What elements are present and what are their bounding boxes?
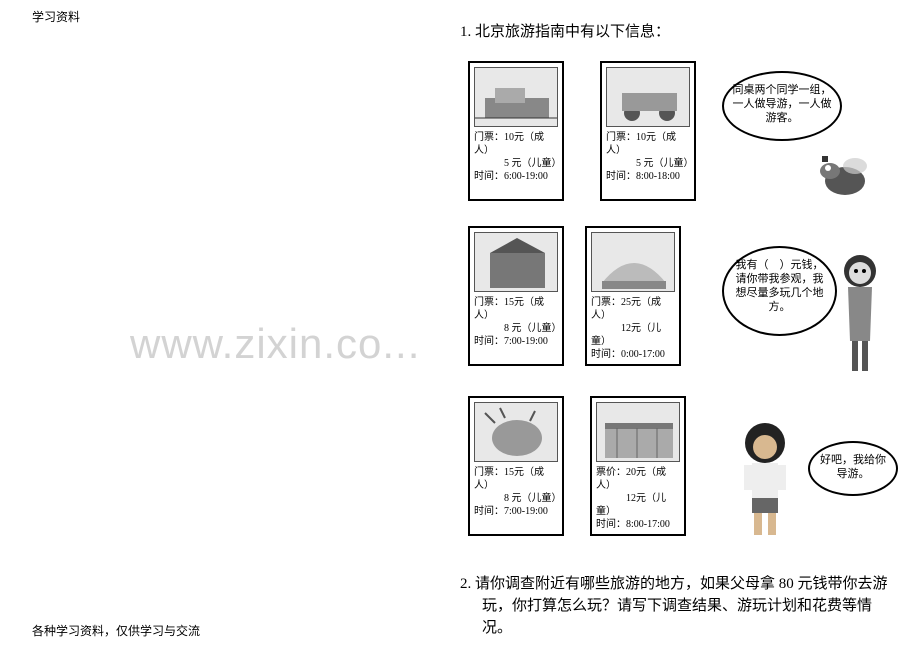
speech-bubble-girl: 我有（ ）元钱，请你带我参观，我想尽量多玩几个地方。 bbox=[722, 246, 837, 336]
card-line: 8 元（儿童） bbox=[474, 492, 558, 505]
info-card: 门票：15元（成人） 8 元（儿童） 时间：7:00-19:00 bbox=[468, 226, 564, 366]
card-line: 12元（儿童） bbox=[591, 322, 675, 348]
info-card: 门票：25元（成人） 12元（儿童） 时间：0:00-17:00 bbox=[585, 226, 681, 366]
card-image-icon bbox=[474, 67, 558, 127]
q2-line: 2. 请你调查附近有哪些旅游的地方，如果父母拿 80 元钱带你去游 bbox=[460, 576, 888, 592]
card-line: 时间：7:00-19:00 bbox=[474, 335, 558, 348]
card-line: 时间：8:00-18:00 bbox=[606, 170, 690, 183]
card-image-icon bbox=[474, 232, 558, 292]
card-line: 门票：15元（成人） bbox=[474, 466, 558, 492]
info-card: 票价：20元（成人） 12元（儿童） 时间：8:00-17:00 bbox=[590, 396, 686, 536]
content-area: 1. 北京旅游指南中有以下信息： 门票：10元（成人） 5 元（儿童） 时间：6… bbox=[460, 20, 910, 571]
card-line: 时间：0:00-17:00 bbox=[591, 348, 675, 361]
boy-character-icon bbox=[730, 421, 790, 531]
card-image-icon bbox=[474, 402, 558, 462]
card-line: 8 元（儿童） bbox=[474, 322, 558, 335]
card-line: 门票：10元（成人） bbox=[606, 131, 690, 157]
watermark-text: www.zixin.co... bbox=[130, 320, 420, 368]
card-image-icon bbox=[591, 232, 675, 292]
card-line: 票价：20元（成人） bbox=[596, 466, 680, 492]
card-line: 5 元（儿童） bbox=[474, 157, 558, 170]
info-card: 门票：10元（成人） 5 元（儿童） 时间：6:00-19:00 bbox=[468, 61, 564, 201]
card-line: 12元（儿童） bbox=[596, 492, 680, 518]
speech-bubble-boy: 好吧，我给你导游。 bbox=[808, 441, 898, 496]
card-line: 时间：8:00-17:00 bbox=[596, 518, 680, 531]
card-line: 时间：7:00-19:00 bbox=[474, 505, 558, 518]
bee-character-icon bbox=[810, 146, 870, 196]
card-line: 门票：25元（成人） bbox=[591, 296, 675, 322]
question-1-title: 1. 北京旅游指南中有以下信息： bbox=[460, 20, 910, 41]
card-image-icon bbox=[606, 67, 690, 127]
girl-character-icon bbox=[830, 251, 890, 371]
question-2: 2. 请你调查附近有哪些旅游的地方，如果父母拿 80 元钱带你去游 玩，你打算怎… bbox=[460, 573, 900, 639]
info-card: 门票：15元（成人） 8 元（儿童） 时间：7:00-19:00 bbox=[468, 396, 564, 536]
card-line: 门票：15元（成人） bbox=[474, 296, 558, 322]
info-card: 门票：10元（成人） 5 元（儿童） 时间：8:00-18:00 bbox=[600, 61, 696, 201]
card-image-icon bbox=[596, 402, 680, 462]
card-line: 时间：6:00-19:00 bbox=[474, 170, 558, 183]
cards-area: 门票：10元（成人） 5 元（儿童） 时间：6:00-19:00 门票：10元（… bbox=[460, 51, 900, 571]
footer-text: 各种学习资料，仅供学习与交流 bbox=[32, 622, 200, 639]
header-text: 学习资料 bbox=[32, 8, 80, 25]
speech-bubble-bee: 同桌两个同学一组，一人做导游，一人做游客。 bbox=[722, 71, 842, 141]
card-line: 门票：10元（成人） bbox=[474, 131, 558, 157]
card-line: 5 元（儿童） bbox=[606, 157, 690, 170]
q2-line: 玩，你打算怎么玩？请写下调查结果、游玩计划和花费等情况。 bbox=[460, 595, 900, 639]
